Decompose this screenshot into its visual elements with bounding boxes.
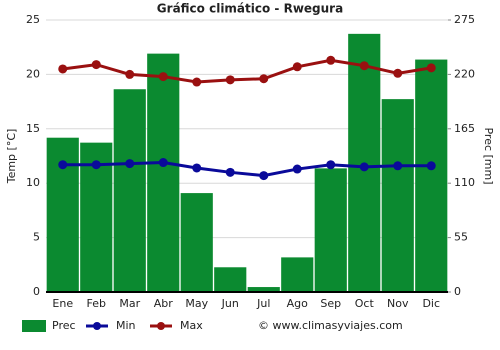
y2-tick-label: 110	[454, 176, 475, 189]
legend-swatch	[157, 322, 165, 330]
x-tick-label: Oct	[355, 297, 375, 310]
y2-tick-label: 275	[454, 13, 475, 26]
y-tick-label: 15	[26, 122, 40, 135]
x-tick-label: Ago	[287, 297, 309, 310]
x-tick-label: Abr	[154, 297, 174, 310]
chart-title: Gráfico climático - Rwegura	[157, 2, 343, 16]
point	[158, 158, 168, 168]
y2-axis-label: Prec [mm]	[482, 127, 495, 184]
x-tick-label: May	[185, 297, 208, 310]
point	[259, 171, 269, 181]
bar	[214, 267, 247, 292]
x-tick-label: Jun	[221, 297, 239, 310]
point	[91, 160, 101, 170]
y2-tick-label: 165	[454, 122, 475, 135]
bar	[247, 287, 280, 292]
point	[292, 62, 302, 72]
x-tick-label: Feb	[87, 297, 106, 310]
legend-label: Prec	[52, 319, 76, 332]
x-tick-label: Jul	[256, 297, 270, 310]
point	[225, 75, 235, 85]
y-tick-label: 25	[26, 13, 40, 26]
point	[225, 167, 235, 177]
x-tick-label: Mar	[119, 297, 140, 310]
y2-tick-label: 220	[454, 67, 475, 80]
point	[393, 161, 403, 171]
point	[292, 164, 302, 174]
point	[393, 68, 403, 78]
watermark: © www.climasyviajes.com	[258, 319, 403, 332]
point	[125, 159, 135, 169]
point	[326, 160, 336, 170]
y-axis-label: Temp [°C]	[5, 129, 18, 185]
point	[326, 55, 336, 65]
legend-label: Min	[116, 319, 136, 332]
line	[62, 58, 432, 84]
x-tick-label: Dic	[422, 297, 440, 310]
legend-label: Max	[180, 319, 203, 332]
point	[125, 69, 135, 79]
line	[62, 161, 432, 178]
point	[426, 161, 436, 171]
y2-tick-label: 55	[454, 231, 468, 244]
point	[192, 77, 202, 87]
y2-tick-label: 0	[454, 285, 461, 298]
y-tick-label: 20	[26, 67, 40, 80]
x-tick-label: Sep	[320, 297, 341, 310]
y-tick-label: 0	[33, 285, 40, 298]
point	[426, 63, 436, 73]
x-tick-label: Nov	[387, 297, 409, 310]
legend-swatch	[93, 322, 101, 330]
bar	[381, 99, 414, 292]
bar	[281, 257, 314, 292]
bar	[314, 168, 347, 292]
bar	[180, 193, 213, 292]
point	[259, 74, 269, 84]
point	[359, 61, 369, 71]
point	[158, 72, 168, 82]
point	[58, 64, 68, 74]
bar	[415, 59, 448, 293]
x-tick-label: Ene	[52, 297, 73, 310]
y-tick-label: 5	[33, 231, 40, 244]
y-tick-label: 10	[26, 176, 40, 189]
legend-swatch	[22, 320, 46, 332]
point	[91, 60, 101, 70]
bar	[113, 89, 146, 293]
point	[192, 163, 202, 173]
point	[58, 160, 68, 170]
point	[359, 162, 369, 172]
bar	[147, 53, 180, 292]
